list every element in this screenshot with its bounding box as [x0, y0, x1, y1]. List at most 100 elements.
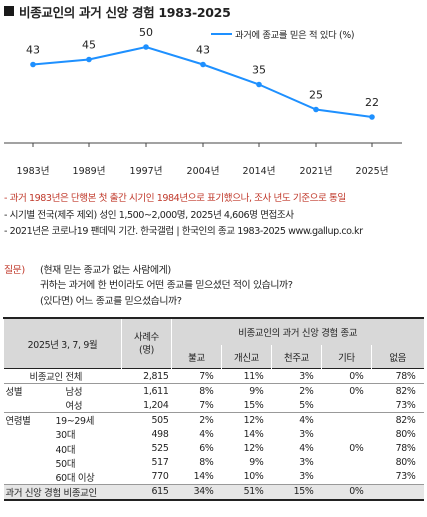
- row-value: 0%: [321, 367, 372, 384]
- x-tick-label: 1997년: [130, 166, 163, 177]
- row-value: 9%: [249, 457, 264, 469]
- row-value: 5%: [299, 399, 314, 411]
- row-value: 15%: [243, 399, 264, 411]
- table-row: 40대 525 6% 12% 4% 0% 78%: [4, 441, 424, 456]
- row-value: 14%: [243, 428, 264, 440]
- row-label: 과거 신앙 경험 비종교인: [3, 483, 122, 501]
- title-row: 비종교인의 과거 신앙 경험 1983-2025: [4, 2, 231, 20]
- row-value: 82%: [371, 412, 424, 428]
- row-sample-size: 498: [151, 428, 169, 440]
- row-value: 6%: [199, 443, 214, 455]
- row-value: 78%: [395, 443, 416, 455]
- row-category: [4, 427, 46, 441]
- row-sample-size: 2,815: [121, 367, 172, 384]
- question-block: 질문) (현재 믿는 종교가 없는 사람에게) 귀하는 과거에 한 번이라도 어떤…: [4, 263, 293, 309]
- table-column-header: 천주교: [271, 345, 322, 369]
- row-label: 남성: [45, 383, 122, 399]
- question-label: 질문): [4, 265, 25, 276]
- row-sample-size: 615: [121, 483, 172, 501]
- row-value: 8%: [171, 383, 222, 399]
- row-value: 80%: [395, 457, 416, 469]
- table-row: 30대 498 4% 14% 3% 80%: [4, 427, 424, 442]
- table-row: 60대 이상 770 14% 10% 3% 73%: [4, 470, 424, 485]
- row-value: 11%: [221, 367, 272, 384]
- row-value: 78%: [371, 367, 424, 384]
- table-column-header: 불교: [171, 345, 222, 369]
- row-label: 30대: [55, 430, 76, 442]
- row-sample-size: 517: [151, 457, 169, 469]
- data-point: [143, 44, 149, 50]
- row-label: 60대 이상: [55, 472, 95, 484]
- row-value: [371, 483, 424, 501]
- row-value: 10%: [243, 471, 264, 483]
- data-point: [256, 81, 262, 88]
- row-value: 34%: [171, 483, 222, 501]
- data-label: 50: [139, 26, 153, 39]
- row-sample-size: 1,611: [121, 383, 172, 399]
- table-group-header: 비종교인의 과거 신앙 경험 종교: [171, 318, 424, 345]
- row-value: 0%: [321, 383, 372, 399]
- row-sample-size: 1,204: [143, 399, 169, 411]
- row-value: 0%: [349, 443, 364, 455]
- row-value: 12%: [221, 412, 272, 428]
- row-value: 82%: [371, 383, 424, 399]
- data-point: [30, 61, 36, 68]
- row-value: 12%: [243, 443, 264, 455]
- row-value: [322, 470, 372, 485]
- table-row: 과거 신앙 경험 비종교인 615 34% 51% 15% 0%: [3, 483, 424, 501]
- row-value: 2%: [171, 412, 222, 428]
- row-value: [322, 427, 372, 441]
- row-value: 4%: [271, 412, 322, 428]
- question-line: 귀하는 과거에 한 번이라도 어떤 종교를 믿으셨던 적이 있습니까?: [40, 280, 293, 292]
- table-column-header: 기타: [321, 345, 372, 369]
- page-title: 비종교인의 과거 신앙 경험 1983-2025: [19, 4, 231, 20]
- table-row: 성별 남성 1,611 8% 9% 2% 0% 82%: [3, 383, 424, 399]
- row-label: 40대: [55, 444, 76, 456]
- row-label: 19~29세: [45, 412, 122, 428]
- x-tick-label: 2025년: [356, 166, 389, 177]
- note-line: - 2021년은 코로나19 팬데믹 기간. 한국갤럽 | 한국인의 종교 19…: [4, 226, 363, 237]
- data-point: [200, 61, 206, 68]
- row-category: [4, 398, 46, 413]
- row-value: 15%: [271, 483, 322, 501]
- row-value: [322, 398, 372, 413]
- data-label: 43: [26, 44, 40, 57]
- row-label: 50대: [55, 458, 76, 470]
- data-label: 22: [365, 96, 379, 109]
- row-value: 3%: [271, 367, 322, 384]
- note-line: - 시기별 전국(제주 제외) 성인 1,500~2,000명, 2025년 4…: [4, 209, 294, 221]
- row-sample-size: 770: [151, 471, 169, 483]
- x-tick-label: 1983년: [17, 166, 50, 177]
- row-value: 51%: [221, 483, 272, 501]
- table-row: 연령별 19~29세 505 2% 12% 4% 82%: [3, 412, 424, 428]
- row-sample-size: 525: [151, 443, 169, 455]
- row-value: 73%: [395, 471, 416, 483]
- data-point: [86, 56, 92, 63]
- x-tick-label: 2021년: [300, 166, 333, 177]
- row-value: 73%: [395, 399, 416, 411]
- data-label: 43: [196, 44, 210, 57]
- data-label: 35: [252, 64, 266, 77]
- row-label: 비종교인 전체: [3, 367, 122, 384]
- data-label: 45: [82, 39, 96, 52]
- table-n-header: 사례수 (명): [121, 318, 172, 369]
- row-value: 3%: [299, 471, 314, 483]
- data-point: [369, 114, 375, 120]
- row-value: 7%: [171, 367, 222, 384]
- data-point: [313, 106, 319, 113]
- row-value: 0%: [321, 483, 372, 501]
- row-value: 14%: [193, 471, 214, 483]
- row-value: 8%: [199, 457, 214, 469]
- series-line: [32, 45, 373, 118]
- question-line: (있다면) 어느 종교를 믿으셨습니까?: [40, 295, 182, 307]
- row-label: 여성: [65, 401, 83, 413]
- row-value: 4%: [299, 443, 314, 455]
- row-category: 성별: [3, 383, 46, 399]
- row-category: [4, 456, 46, 470]
- table-row: 여성 1,204 7% 15% 5% 73%: [4, 398, 424, 413]
- row-value: 3%: [299, 457, 314, 469]
- survey-table: 2025년 3, 7, 9월 사례수 (명) 비종교인의 과거 신앙 경험 종교…: [3, 317, 424, 501]
- table-body: 비종교인 전체 2,815 7% 11% 3% 0% 78% 성별 남성 1,611 8% 9% 2% 0…: [3, 367, 424, 501]
- legend-label: 과거에 종교를 믿은 적 있다 (%): [235, 29, 354, 41]
- table-column-header: 없음: [371, 345, 424, 369]
